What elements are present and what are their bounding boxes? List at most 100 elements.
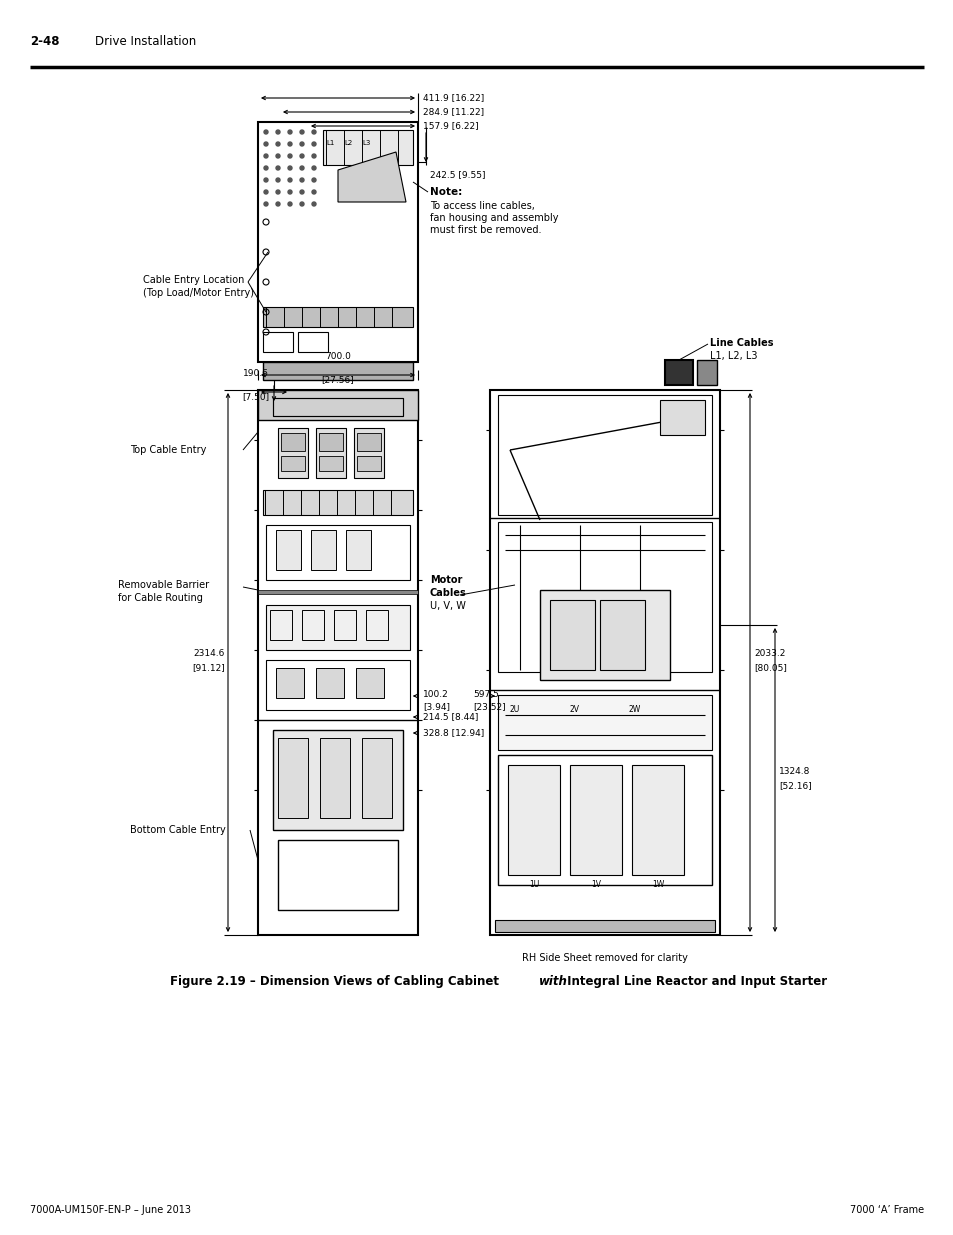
Bar <box>334 610 355 640</box>
Text: L2: L2 <box>344 140 352 146</box>
Circle shape <box>299 142 304 146</box>
Bar <box>697 359 717 385</box>
Text: fan housing and assembly: fan housing and assembly <box>430 212 558 224</box>
Bar <box>539 590 669 680</box>
Bar <box>263 362 413 380</box>
Text: 1W: 1W <box>651 881 663 889</box>
Bar <box>318 456 343 471</box>
Bar <box>297 332 328 352</box>
Bar <box>664 359 692 385</box>
Bar <box>277 739 308 818</box>
Circle shape <box>288 142 292 146</box>
Text: 190.6: 190.6 <box>243 369 269 378</box>
Circle shape <box>264 154 268 158</box>
Bar <box>507 764 559 876</box>
Bar <box>361 739 392 818</box>
Text: 700.0: 700.0 <box>325 352 351 361</box>
Polygon shape <box>337 152 406 203</box>
Bar <box>354 429 384 478</box>
Bar <box>315 429 346 478</box>
Text: [23.52]: [23.52] <box>473 701 505 711</box>
Bar <box>273 398 402 416</box>
Circle shape <box>264 142 268 146</box>
Text: must first be removed.: must first be removed. <box>430 225 541 235</box>
Bar <box>263 332 293 352</box>
Circle shape <box>312 142 315 146</box>
Bar <box>366 610 388 640</box>
Bar <box>277 840 397 910</box>
Circle shape <box>288 178 292 182</box>
Circle shape <box>299 203 304 206</box>
Bar <box>631 764 683 876</box>
Bar <box>311 530 335 571</box>
Text: Bottom Cable Entry: Bottom Cable Entry <box>130 825 226 835</box>
Circle shape <box>288 130 292 135</box>
Text: 1U: 1U <box>528 881 538 889</box>
Text: 100.2: 100.2 <box>422 690 448 699</box>
Text: 2033.2: 2033.2 <box>753 650 784 658</box>
Text: RH Side Sheet removed for clarity: RH Side Sheet removed for clarity <box>521 953 687 963</box>
Text: with: with <box>538 974 567 988</box>
Circle shape <box>288 203 292 206</box>
Text: Figure 2.19 – Dimension Views of Cabling Cabinet: Figure 2.19 – Dimension Views of Cabling… <box>170 974 502 988</box>
Text: Cables: Cables <box>430 588 466 598</box>
Text: [80.05]: [80.05] <box>753 663 786 673</box>
Circle shape <box>275 154 280 158</box>
Text: 2314.6: 2314.6 <box>193 650 225 658</box>
Text: [27.56]: [27.56] <box>321 375 354 384</box>
Circle shape <box>275 203 280 206</box>
Text: 157.9 [6.22]: 157.9 [6.22] <box>422 121 478 131</box>
Bar <box>275 530 301 571</box>
Bar <box>277 429 308 478</box>
Text: Line Cables: Line Cables <box>709 338 773 348</box>
Circle shape <box>312 178 315 182</box>
Circle shape <box>264 165 268 170</box>
Circle shape <box>288 190 292 194</box>
Circle shape <box>312 154 315 158</box>
Text: 214.5 [8.44]: 214.5 [8.44] <box>422 713 477 721</box>
Circle shape <box>312 130 315 135</box>
Circle shape <box>312 190 315 194</box>
Bar <box>257 590 417 594</box>
Text: To access line cables,: To access line cables, <box>430 201 535 211</box>
Text: 1324.8: 1324.8 <box>779 767 809 777</box>
Bar <box>257 390 417 935</box>
Text: 2U: 2U <box>509 705 519 714</box>
Bar <box>315 668 344 698</box>
Circle shape <box>275 165 280 170</box>
Circle shape <box>264 130 268 135</box>
Text: 284.9 [11.22]: 284.9 [11.22] <box>422 107 483 116</box>
Text: 1V: 1V <box>590 881 600 889</box>
Circle shape <box>312 165 315 170</box>
Text: 7000A-UM150F-EN-P – June 2013: 7000A-UM150F-EN-P – June 2013 <box>30 1205 191 1215</box>
Text: 328.8 [12.94]: 328.8 [12.94] <box>422 727 484 737</box>
Text: (Top Load/Motor Entry): (Top Load/Motor Entry) <box>143 288 253 298</box>
Text: 2V: 2V <box>569 705 579 714</box>
Bar <box>318 433 343 451</box>
Circle shape <box>299 165 304 170</box>
Circle shape <box>312 203 315 206</box>
Bar <box>319 739 350 818</box>
Circle shape <box>288 165 292 170</box>
Text: Cable Entry Location: Cable Entry Location <box>143 275 244 285</box>
Circle shape <box>275 190 280 194</box>
Bar <box>266 605 410 650</box>
Text: [3.94]: [3.94] <box>422 701 450 711</box>
Bar <box>302 610 324 640</box>
Text: Motor: Motor <box>430 576 462 585</box>
Bar <box>490 390 720 935</box>
Bar <box>599 600 644 671</box>
Circle shape <box>264 203 268 206</box>
Circle shape <box>275 142 280 146</box>
Bar <box>275 668 304 698</box>
Text: L3: L3 <box>361 140 370 146</box>
Text: 597.5: 597.5 <box>473 690 498 699</box>
Text: Top Cable Entry: Top Cable Entry <box>130 445 206 454</box>
Circle shape <box>264 178 268 182</box>
Bar <box>263 490 413 515</box>
Text: L1, L2, L3: L1, L2, L3 <box>709 351 757 361</box>
Bar <box>266 659 410 710</box>
Bar <box>356 456 380 471</box>
Circle shape <box>299 190 304 194</box>
Text: 411.9 [16.22]: 411.9 [16.22] <box>422 94 484 103</box>
